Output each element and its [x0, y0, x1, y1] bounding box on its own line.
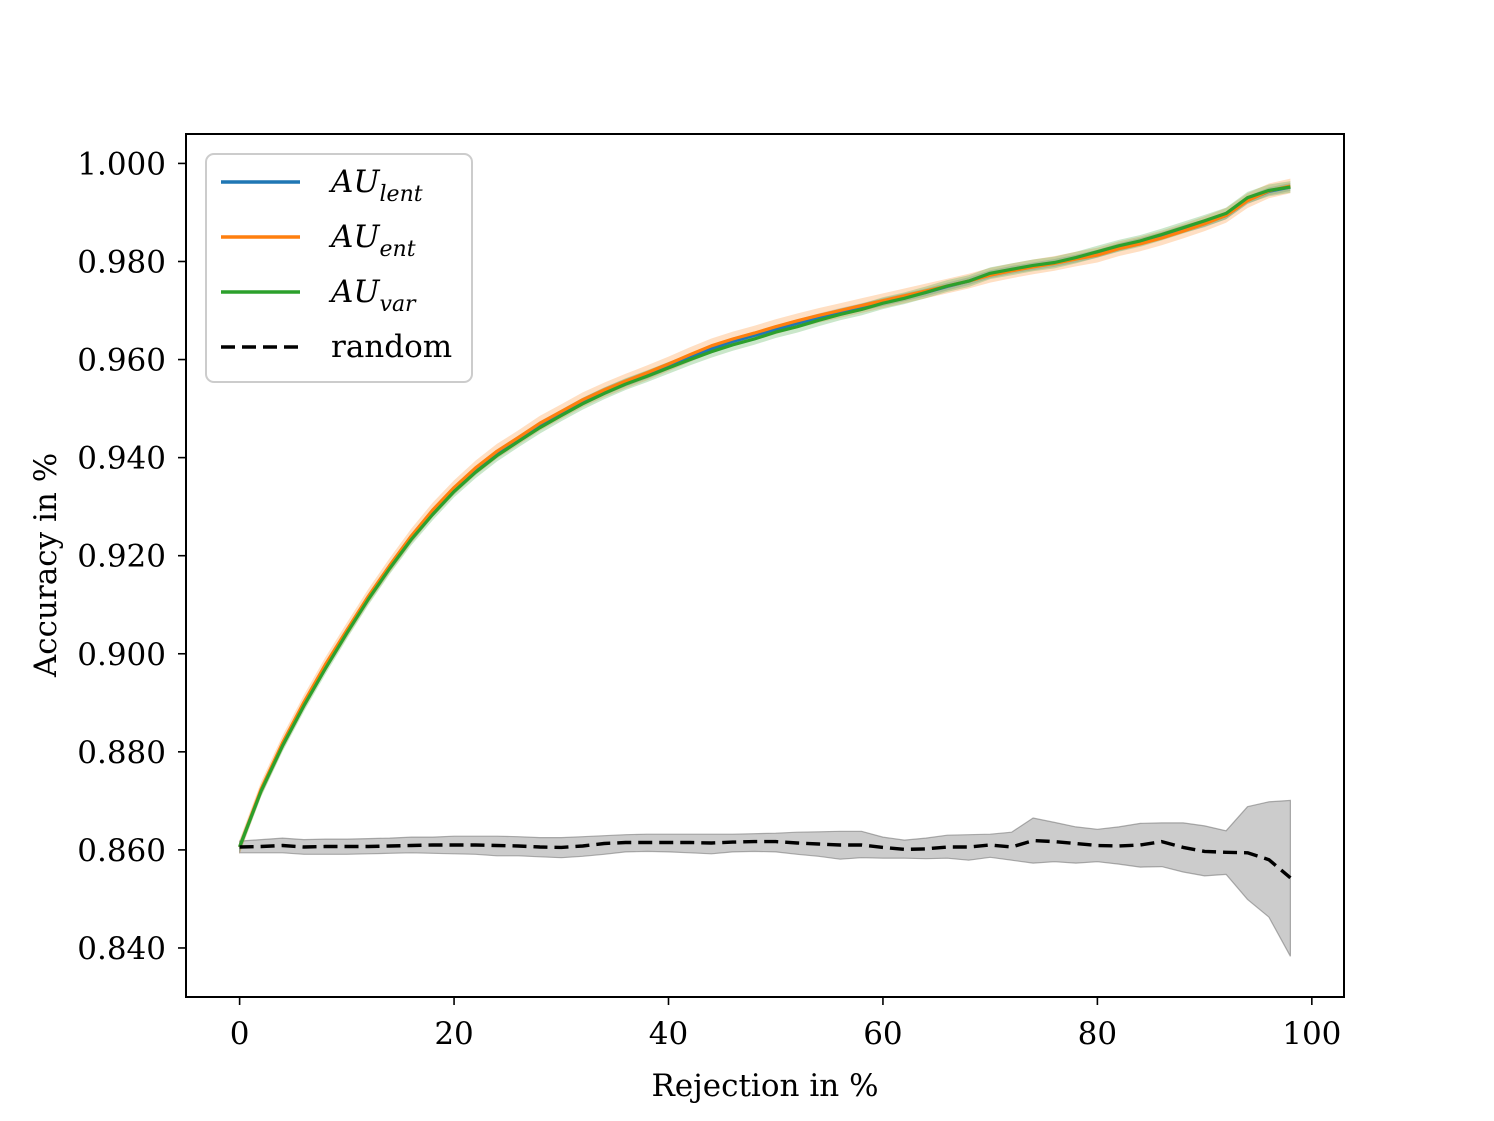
y-tick-label: 0.840 [77, 931, 166, 967]
legend-label-au-var: AUvar [328, 274, 417, 317]
y-axis-title: Accuracy in % [28, 453, 64, 678]
random-line [239, 838, 1292, 880]
y-tick-label: 0.920 [77, 539, 166, 575]
au-var-line [238, 185, 1291, 848]
series-lines [238, 184, 1292, 880]
plot-frame [185, 133, 1345, 998]
confidence-bands [239, 178, 1291, 957]
legend-box [205, 153, 473, 383]
legend-label-random: random [331, 329, 452, 365]
x-axis-title: Rejection in % [651, 1068, 878, 1104]
legend: AUlent AUent AUvar random [205, 153, 473, 383]
x-tick-label: 0 [230, 1016, 250, 1052]
legend-label-au-lent: AUlent [328, 164, 423, 207]
x-tick-label: 20 [434, 1016, 473, 1052]
y-tick-label: 0.880 [77, 735, 166, 771]
x-tick-label: 60 [863, 1016, 902, 1052]
au-ent-line [238, 184, 1291, 848]
x-tick-label: 80 [1078, 1016, 1117, 1052]
x-axis-ticks: 0 20 40 60 80 100 [230, 997, 1341, 1052]
x-tick-label: 40 [649, 1016, 688, 1052]
y-tick-label: 1.000 [77, 146, 166, 182]
y-axis-ticks: 0.840 0.860 0.880 0.900 0.920 0.940 0.960 0.980… [77, 146, 186, 967]
y-tick-label: 0.900 [77, 637, 166, 673]
random-confidence-band [239, 799, 1291, 957]
legend-label-au-ent: AUent [328, 219, 416, 262]
x-tick-label: 100 [1282, 1016, 1341, 1052]
y-tick-label: 0.980 [77, 244, 166, 280]
y-tick-label: 0.960 [77, 343, 166, 379]
y-tick-label: 0.940 [77, 441, 166, 477]
y-tick-label: 0.860 [77, 833, 166, 869]
